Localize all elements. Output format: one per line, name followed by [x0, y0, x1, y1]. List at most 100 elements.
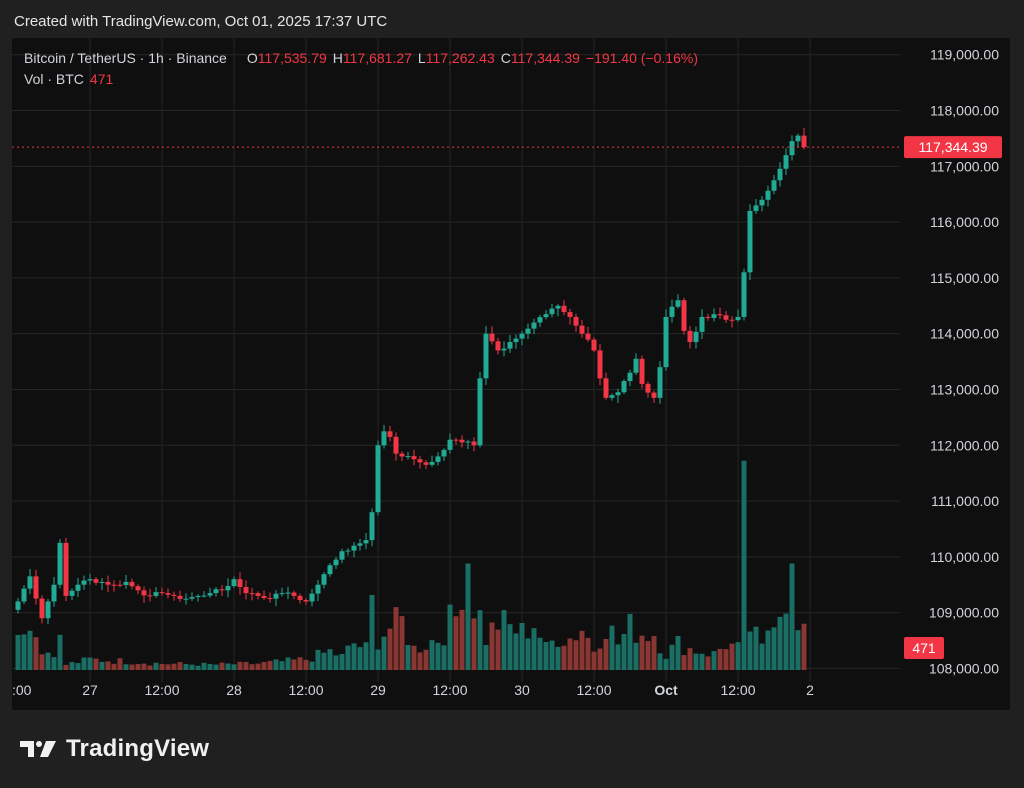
candle-body[interactable] — [261, 595, 267, 599]
candle-body[interactable] — [501, 348, 507, 351]
candle-body[interactable] — [267, 598, 273, 600]
candle-body[interactable] — [531, 322, 537, 329]
candle-body[interactable] — [627, 372, 633, 382]
candle-body[interactable] — [309, 593, 315, 602]
candle-body[interactable] — [555, 305, 561, 309]
candle-body[interactable] — [747, 210, 753, 273]
candle-body[interactable] — [657, 367, 663, 398]
candle-body[interactable] — [633, 358, 639, 373]
candle-body[interactable] — [363, 540, 369, 544]
candle-body[interactable] — [105, 581, 111, 585]
candle-body[interactable] — [171, 594, 177, 596]
candle-body[interactable] — [729, 319, 735, 321]
candle-body[interactable] — [699, 316, 705, 332]
candle-body[interactable] — [81, 580, 87, 585]
candle-body[interactable] — [573, 316, 579, 326]
candle-body[interactable] — [111, 584, 117, 586]
candle-body[interactable] — [207, 593, 213, 596]
candle-body[interactable] — [237, 579, 243, 587]
candle-body[interactable] — [273, 593, 279, 599]
candle-body[interactable] — [681, 300, 687, 331]
candle-body[interactable] — [693, 331, 699, 343]
candle-body[interactable] — [15, 601, 21, 610]
candle-body[interactable] — [177, 595, 183, 599]
candle-body[interactable] — [315, 584, 321, 594]
candle-body[interactable] — [333, 559, 339, 566]
candle-body[interactable] — [357, 543, 363, 546]
candle-body[interactable] — [417, 459, 423, 463]
candle-body[interactable] — [141, 590, 147, 596]
candle-body[interactable] — [429, 461, 435, 465]
candle-body[interactable] — [243, 586, 249, 594]
candle-body[interactable] — [435, 456, 441, 462]
candle-body[interactable] — [711, 314, 717, 318]
candle-body[interactable] — [447, 439, 453, 450]
candle-body[interactable] — [789, 141, 795, 156]
candle-body[interactable] — [189, 597, 195, 599]
candle-body[interactable] — [663, 316, 669, 368]
candle-body[interactable] — [603, 378, 609, 398]
candle-body[interactable] — [99, 581, 105, 583]
candle-body[interactable] — [705, 316, 711, 318]
candle-body[interactable] — [231, 579, 237, 587]
candle-body[interactable] — [639, 358, 645, 384]
candle-body[interactable] — [345, 550, 351, 552]
candle-body[interactable] — [513, 338, 519, 343]
price-chart[interactable]: 108,000.00 109,000.00 110,000.00 111,000.00… — [12, 38, 1010, 710]
candle-body[interactable] — [21, 588, 27, 602]
candle-body[interactable] — [195, 595, 201, 598]
candle-body[interactable] — [591, 339, 597, 351]
candle-body[interactable] — [33, 576, 39, 599]
candle-body[interactable] — [567, 312, 573, 317]
candle-body[interactable] — [585, 333, 591, 340]
candle-body[interactable] — [597, 350, 603, 379]
candle-body[interactable] — [135, 586, 141, 591]
candle-body[interactable] — [153, 592, 159, 596]
candle-body[interactable] — [381, 431, 387, 446]
candle-body[interactable] — [717, 314, 723, 316]
candle-body[interactable] — [783, 155, 789, 169]
candle-body[interactable] — [651, 392, 657, 398]
candle-body[interactable] — [201, 595, 207, 597]
candle-body[interactable] — [579, 325, 585, 334]
candle-body[interactable] — [39, 598, 45, 619]
candle-body[interactable] — [609, 395, 615, 398]
candle-body[interactable] — [351, 545, 357, 551]
candle-body[interactable] — [795, 135, 801, 142]
candle-body[interactable] — [669, 306, 675, 317]
candle-body[interactable] — [303, 600, 309, 602]
candle-body[interactable] — [495, 341, 501, 351]
candle-body[interactable] — [771, 180, 777, 191]
candle-body[interactable] — [741, 272, 747, 317]
candle-body[interactable] — [465, 441, 471, 443]
candle-body[interactable] — [423, 462, 429, 465]
candle-body[interactable] — [255, 593, 261, 596]
volume-label[interactable]: Vol · BTC — [24, 71, 84, 87]
candle-body[interactable] — [129, 581, 135, 587]
candle-body[interactable] — [87, 579, 93, 581]
candle-body[interactable] — [339, 551, 345, 560]
candle-body[interactable] — [159, 592, 165, 594]
symbol-label[interactable]: Bitcoin / TetherUS · 1h · Binance — [24, 50, 227, 66]
candle-body[interactable] — [45, 601, 51, 619]
chart-panel[interactable]: 108,000.00 109,000.00 110,000.00 111,000.00… — [12, 38, 1010, 710]
candle-body[interactable] — [387, 431, 393, 437]
candle-body[interactable] — [375, 445, 381, 513]
candle-body[interactable] — [801, 135, 807, 148]
candle-body[interactable] — [453, 439, 459, 441]
candle-body[interactable] — [321, 574, 327, 585]
candle-body[interactable] — [225, 586, 231, 591]
candle-body[interactable] — [441, 449, 447, 457]
candle-body[interactable] — [411, 456, 417, 460]
candle-body[interactable] — [165, 593, 171, 595]
candle-body[interactable] — [27, 576, 33, 589]
candle-body[interactable] — [675, 300, 681, 307]
candle-body[interactable] — [75, 584, 81, 591]
candle-body[interactable] — [393, 436, 399, 454]
candle-body[interactable] — [57, 542, 63, 585]
candle-body[interactable] — [765, 190, 771, 200]
candle-body[interactable] — [519, 333, 525, 339]
candle-body[interactable] — [219, 589, 225, 591]
candle-body[interactable] — [615, 392, 621, 396]
candle-body[interactable] — [525, 328, 531, 334]
